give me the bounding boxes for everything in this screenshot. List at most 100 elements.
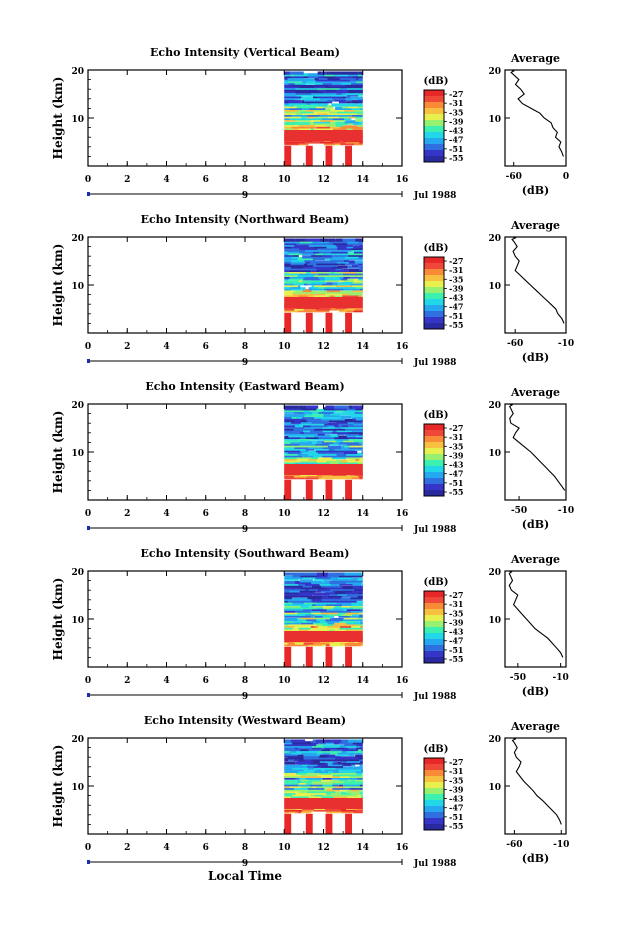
heatmap-cell xyxy=(330,417,345,421)
heatmap-cell xyxy=(344,444,350,448)
heatmap-cell xyxy=(295,609,311,613)
heatmap-cell xyxy=(347,435,357,439)
heatmap-cell xyxy=(358,432,363,436)
heatmap-cell xyxy=(284,419,290,423)
average-x-tick-label: -60 xyxy=(507,339,523,349)
heatmap-cell xyxy=(314,447,329,451)
colorbar-swatch xyxy=(424,436,444,443)
heatmap-cell xyxy=(341,105,348,109)
average-frame xyxy=(504,236,567,334)
heatmap-cell xyxy=(356,417,363,421)
heatmap-cell xyxy=(339,257,354,261)
heatmap-cell xyxy=(305,290,320,294)
heatmap-cell xyxy=(299,442,316,446)
heatmap-cell xyxy=(339,125,348,129)
heatmap-cell xyxy=(284,447,300,451)
heatmap-cell xyxy=(284,430,301,434)
heatmap-cell xyxy=(358,452,363,456)
panel-title: Echo Intensity (Westward Beam) xyxy=(144,714,346,727)
heatmap-cell xyxy=(324,275,340,279)
heatmap-cell xyxy=(315,123,327,127)
heatmap-cell xyxy=(326,601,337,605)
heatmap-cell xyxy=(304,413,316,418)
heatmap-cell xyxy=(339,774,350,778)
heatmap-cell xyxy=(340,624,352,628)
heatmap-cell xyxy=(344,108,355,112)
colorbar-swatch xyxy=(424,621,444,628)
heatmap-cell xyxy=(292,574,301,578)
heatmap-cell xyxy=(299,628,309,632)
heatmap-cell xyxy=(284,407,301,411)
heatmap-cell xyxy=(345,580,362,585)
heatmap-cell xyxy=(346,103,360,107)
heatmap-cell xyxy=(350,272,362,276)
colorbar-swatch xyxy=(424,323,444,330)
heatmap-cell xyxy=(352,741,360,745)
heatmap-cell xyxy=(297,611,312,615)
heatmap-cell xyxy=(325,479,333,500)
heatmap-cell xyxy=(351,624,361,628)
heatmap-cell xyxy=(284,442,300,446)
heatmap-cell xyxy=(284,751,291,755)
heatmap-cell xyxy=(317,461,325,465)
heatmap-cell xyxy=(336,427,346,431)
heatmap-cell xyxy=(336,127,347,131)
heatmap-cell xyxy=(362,427,363,431)
heatmap-cell xyxy=(299,422,312,426)
heatmap-cell xyxy=(353,626,363,630)
colorbar-swatch xyxy=(424,311,444,318)
heatmap-cell xyxy=(318,741,327,745)
heatmap-cell xyxy=(348,268,363,272)
heatmap-cell xyxy=(284,643,292,647)
heatmap-cell xyxy=(314,793,323,797)
heatmap-cell xyxy=(359,96,363,100)
heatmap-cell xyxy=(344,307,356,311)
heatmap-cell xyxy=(299,85,315,89)
heatmap-cell xyxy=(302,415,314,419)
heatmap-cell xyxy=(288,277,304,281)
heatmap-cell xyxy=(351,424,362,428)
heatmap-cell xyxy=(339,115,349,119)
colorbar-tick-label: -39 xyxy=(449,617,464,627)
heatmap-cell xyxy=(297,273,314,277)
heatmap-cell xyxy=(284,631,363,642)
heatmap-cell xyxy=(351,609,363,613)
heatmap-cell xyxy=(347,773,363,777)
heatmap-cell xyxy=(336,606,353,610)
beam-panel-4: Echo Intensity (Southward Beam) 0 2 4 6 8 10 12… xyxy=(51,547,569,702)
heatmap-cell xyxy=(297,452,301,456)
heatmap-cell xyxy=(284,108,298,112)
heatmap-cell xyxy=(317,432,325,436)
heatmap-cell xyxy=(338,273,348,277)
heatmap-cell xyxy=(292,592,299,596)
heatmap-cell xyxy=(351,248,363,252)
heatmap-cell xyxy=(353,309,363,313)
x-tick-label: 8 xyxy=(242,843,248,853)
colorbar-tick-label: -55 xyxy=(449,654,463,664)
heatmap-cell xyxy=(354,108,363,112)
average-y-tick-label: 10 xyxy=(488,282,501,292)
heatmap-cell xyxy=(284,747,300,752)
colorbar-swatch xyxy=(424,800,444,807)
heatmap-cell xyxy=(361,751,363,755)
heatmap-cell xyxy=(284,105,297,109)
average-x-tick-label: -50 xyxy=(511,506,527,516)
heatmap-cell xyxy=(284,450,288,455)
heatmap-cell xyxy=(318,283,330,288)
heatmap-cell xyxy=(353,810,363,814)
heatmap-cell xyxy=(300,621,314,625)
heatmap-cell xyxy=(284,626,293,630)
heatmap-cell xyxy=(305,260,311,264)
heatmap-cell xyxy=(300,774,306,778)
colorbar-swatch xyxy=(424,150,444,157)
y-tick-label: 20 xyxy=(71,234,84,244)
x-axis-label: Local Time xyxy=(208,869,282,883)
heatmap-cell xyxy=(315,739,333,743)
heatmap-cell xyxy=(330,751,338,755)
heatmap-cell xyxy=(284,601,293,605)
heatmap-cell xyxy=(336,283,352,288)
heatmap-cell xyxy=(284,408,299,413)
heatmap-cell xyxy=(288,268,304,272)
heatmap-cell xyxy=(300,410,304,414)
heatmap-cell xyxy=(289,419,295,423)
